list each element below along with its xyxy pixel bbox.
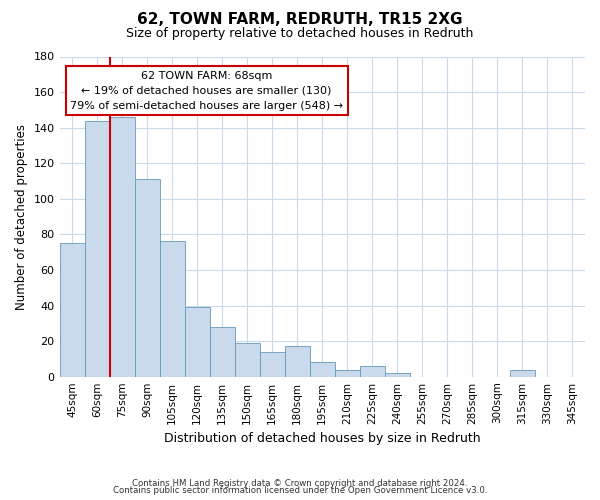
Text: 62 TOWN FARM: 68sqm
← 19% of detached houses are smaller (130)
79% of semi-detac: 62 TOWN FARM: 68sqm ← 19% of detached ho… (70, 71, 343, 110)
Bar (59, 244, 85, 376)
Bar (310, 362, 335, 376)
Text: 62, TOWN FARM, REDRUTH, TR15 2XG: 62, TOWN FARM, REDRUTH, TR15 2XG (137, 12, 463, 28)
X-axis label: Distribution of detached houses by size in Redruth: Distribution of detached houses by size … (164, 432, 481, 445)
Bar (260, 352, 285, 376)
Bar (335, 370, 360, 376)
Bar (110, 117, 134, 376)
Bar (134, 179, 160, 376)
Bar (360, 366, 385, 376)
Bar (285, 346, 310, 376)
Bar (185, 308, 209, 376)
Bar (235, 343, 260, 376)
Bar (385, 373, 410, 376)
Y-axis label: Number of detached properties: Number of detached properties (15, 124, 28, 310)
Text: Contains HM Land Registry data © Crown copyright and database right 2024.: Contains HM Land Registry data © Crown c… (132, 478, 468, 488)
Bar (510, 370, 535, 376)
Text: Size of property relative to detached houses in Redruth: Size of property relative to detached ho… (127, 28, 473, 40)
Bar (209, 327, 235, 376)
Text: Contains public sector information licensed under the Open Government Licence v3: Contains public sector information licen… (113, 486, 487, 495)
Bar (160, 242, 185, 376)
Bar (85, 120, 110, 376)
